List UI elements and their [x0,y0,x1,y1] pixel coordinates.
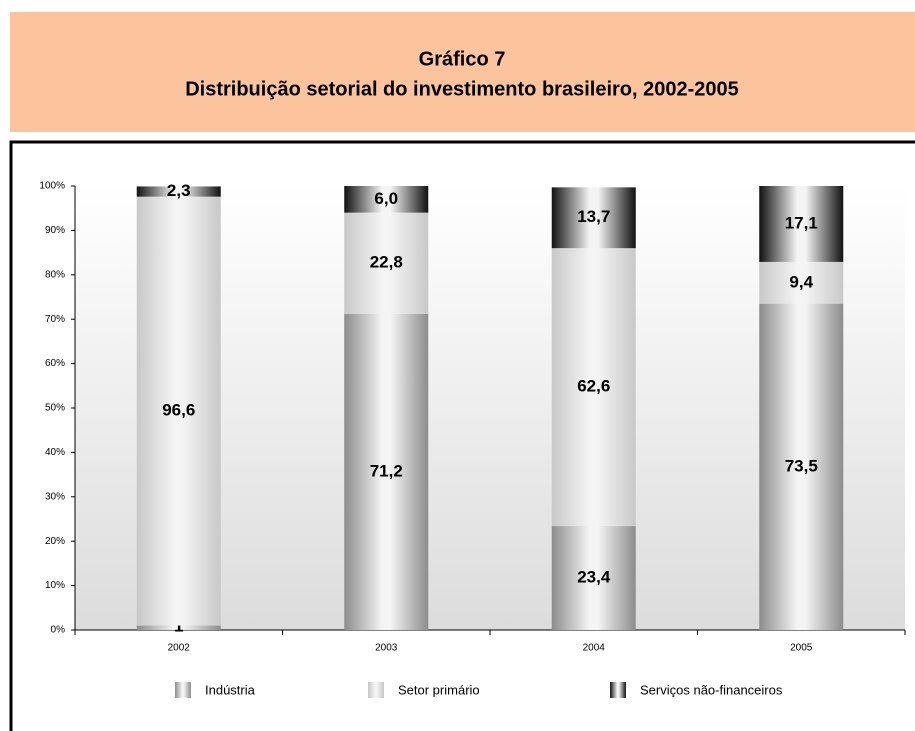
bar-segment [344,313,429,630]
bar-segment [759,186,844,262]
data-label: 71,2 [370,461,403,480]
bar-segment [344,186,429,213]
y-tick-label: 40% [45,447,65,458]
y-tick-label: 60% [45,358,65,369]
y-tick-label: 90% [45,225,65,236]
y-tick-label: 10% [45,580,65,591]
legend-label: Serviços não-financeiros [640,682,783,697]
x-tick-label: 2002 [168,643,191,654]
bar-segment [551,187,636,249]
data-label: 96,6 [162,401,195,420]
data-label: 62,6 [577,377,610,396]
y-tick-label: 30% [45,491,65,502]
legend-swatch [368,682,384,698]
bar-segment [136,625,221,630]
chart-title: Gráfico 7 [419,48,506,70]
bar-segment [344,212,429,314]
x-tick-label: 2005 [790,643,813,654]
y-tick-label: 80% [45,269,65,280]
x-tick-label: 2003 [375,643,398,654]
legend-label: Indústria [205,682,256,697]
data-label: 2,3 [167,181,191,200]
bar-segment [136,196,221,626]
header-band [10,12,915,132]
y-tick-label: 20% [45,536,65,547]
data-label: 9,4 [789,272,813,291]
bar-segment [759,303,844,630]
x-tick-label: 2004 [583,643,606,654]
bar-segment [551,526,636,630]
bar-segment [551,248,636,527]
chart-subtitle: Distribuição setorial do investimento br… [185,78,739,100]
data-label: 23,4 [577,568,611,587]
y-tick-label: 100% [39,181,65,192]
legend-label: Setor primário [398,682,480,697]
y-tick-label: 70% [45,314,65,325]
data-label: 6,0 [374,189,398,208]
data-label: 73,5 [785,456,818,475]
frame [9,140,915,731]
y-tick-label: 50% [45,403,65,414]
bar-segment [136,186,221,197]
legend-swatch [610,682,626,698]
y-tick-label: 0% [51,625,66,636]
legend-swatch [175,682,191,698]
data-label: 22,8 [370,253,403,272]
bar-segment [759,261,844,304]
data-label: 13,7 [577,207,610,226]
data-label: 17,1 [785,213,818,232]
data-label: 1 [174,616,183,635]
